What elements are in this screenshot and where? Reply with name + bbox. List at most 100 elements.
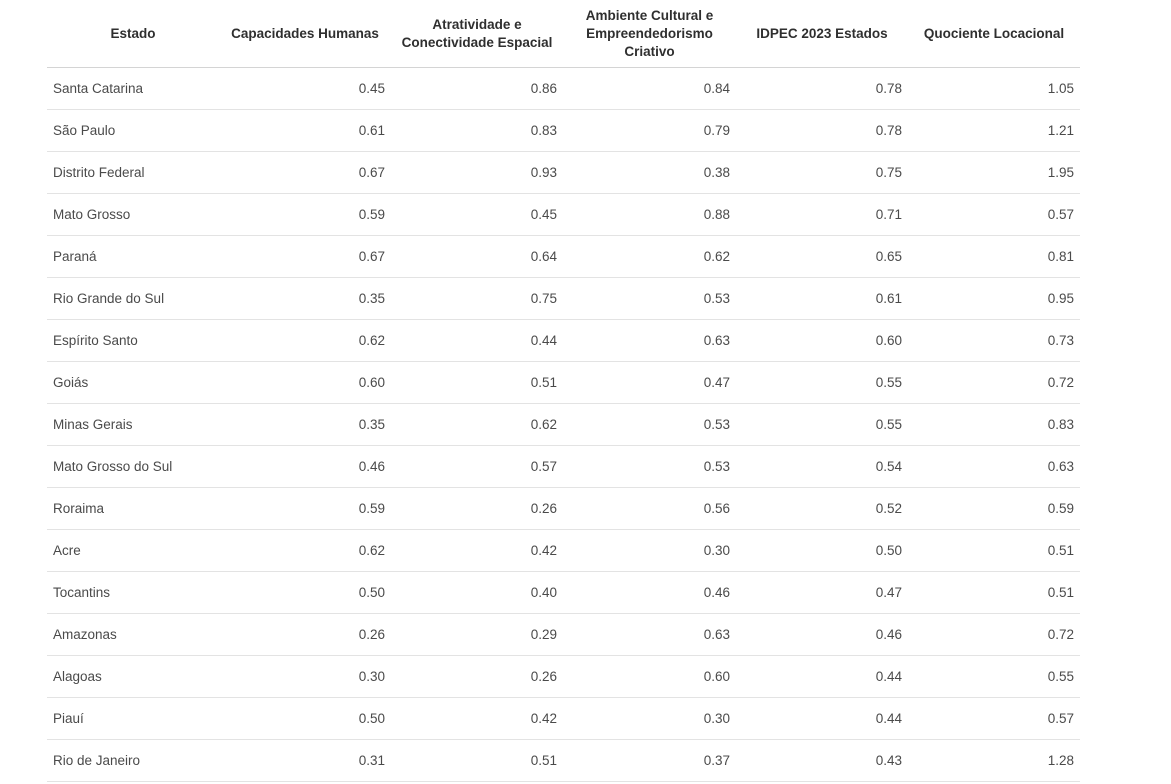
table-row: Mato Grosso do Sul 0.46 0.57 0.53 0.54 0.63 <box>47 445 1080 488</box>
cell-idpec-2023: 0.55 <box>736 403 908 446</box>
cell-estado: Rio Grande do Sul <box>47 277 219 320</box>
cell-ambiente-cultural: 0.53 <box>563 445 736 488</box>
cell-estado: Espírito Santo <box>47 319 219 362</box>
cell-capacidades-humanas: 0.50 <box>219 571 391 614</box>
cell-capacidades-humanas: 0.35 <box>219 403 391 446</box>
cell-estado: Santa Catarina <box>47 67 219 110</box>
cell-atratividade: 0.26 <box>391 487 563 530</box>
cell-atratividade: 0.42 <box>391 697 563 740</box>
cell-estado: Piauí <box>47 697 219 740</box>
column-header-estado[interactable]: Estado <box>47 0 219 68</box>
cell-quociente-locacional: 0.81 <box>908 235 1080 278</box>
cell-ambiente-cultural: 0.56 <box>563 487 736 530</box>
cell-idpec-2023: 0.71 <box>736 193 908 236</box>
cell-ambiente-cultural: 0.30 <box>563 529 736 572</box>
cell-quociente-locacional: 0.72 <box>908 361 1080 404</box>
cell-ambiente-cultural: 0.53 <box>563 403 736 446</box>
cell-ambiente-cultural: 0.53 <box>563 277 736 320</box>
cell-capacidades-humanas: 0.35 <box>219 277 391 320</box>
column-header-ambiente-cultural[interactable]: Ambiente Cultural e Empreendedorismo Cri… <box>563 0 736 68</box>
cell-capacidades-humanas: 0.59 <box>219 193 391 236</box>
column-header-capacidades-humanas[interactable]: Capacidades Humanas <box>219 0 391 68</box>
table-row: Distrito Federal 0.67 0.93 0.38 0.75 1.95 <box>47 151 1080 194</box>
cell-idpec-2023: 0.54 <box>736 445 908 488</box>
cell-quociente-locacional: 1.28 <box>908 739 1080 782</box>
cell-capacidades-humanas: 0.67 <box>219 235 391 278</box>
cell-quociente-locacional: 1.05 <box>908 67 1080 110</box>
cell-quociente-locacional: 0.57 <box>908 697 1080 740</box>
cell-ambiente-cultural: 0.63 <box>563 613 736 656</box>
cell-quociente-locacional: 0.51 <box>908 529 1080 572</box>
cell-quociente-locacional: 0.95 <box>908 277 1080 320</box>
table-row: Amazonas 0.26 0.29 0.63 0.46 0.72 <box>47 613 1080 656</box>
cell-idpec-2023: 0.50 <box>736 529 908 572</box>
cell-capacidades-humanas: 0.67 <box>219 151 391 194</box>
cell-idpec-2023: 0.65 <box>736 235 908 278</box>
cell-quociente-locacional: 0.73 <box>908 319 1080 362</box>
cell-quociente-locacional: 1.21 <box>908 109 1080 152</box>
table-row: Mato Grosso 0.59 0.45 0.88 0.71 0.57 <box>47 193 1080 236</box>
cell-atratividade: 0.45 <box>391 193 563 236</box>
table-row: Roraima 0.59 0.26 0.56 0.52 0.59 <box>47 487 1080 530</box>
cell-quociente-locacional: 0.55 <box>908 655 1080 698</box>
cell-ambiente-cultural: 0.79 <box>563 109 736 152</box>
column-header-atratividade[interactable]: Atratividade e Conectividade Espacial <box>391 0 563 68</box>
cell-ambiente-cultural: 0.84 <box>563 67 736 110</box>
table-row: Paraná 0.67 0.64 0.62 0.65 0.81 <box>47 235 1080 278</box>
cell-idpec-2023: 0.44 <box>736 655 908 698</box>
cell-idpec-2023: 0.75 <box>736 151 908 194</box>
cell-estado: Rio de Janeiro <box>47 739 219 782</box>
cell-idpec-2023: 0.78 <box>736 67 908 110</box>
header-row: Estado Capacidades Humanas Atratividade … <box>47 0 1080 68</box>
cell-atratividade: 0.40 <box>391 571 563 614</box>
table-row: Alagoas 0.30 0.26 0.60 0.44 0.55 <box>47 655 1080 698</box>
cell-atratividade: 0.51 <box>391 361 563 404</box>
cell-ambiente-cultural: 0.38 <box>563 151 736 194</box>
data-table-container: Estado Capacidades Humanas Atratividade … <box>47 0 1080 782</box>
cell-quociente-locacional: 0.72 <box>908 613 1080 656</box>
cell-ambiente-cultural: 0.60 <box>563 655 736 698</box>
cell-capacidades-humanas: 0.50 <box>219 697 391 740</box>
cell-ambiente-cultural: 0.46 <box>563 571 736 614</box>
table-row: Santa Catarina 0.45 0.86 0.84 0.78 1.05 <box>47 67 1080 110</box>
cell-estado: São Paulo <box>47 109 219 152</box>
table-row: Goiás 0.60 0.51 0.47 0.55 0.72 <box>47 361 1080 404</box>
cell-idpec-2023: 0.78 <box>736 109 908 152</box>
cell-ambiente-cultural: 0.62 <box>563 235 736 278</box>
cell-idpec-2023: 0.44 <box>736 697 908 740</box>
cell-idpec-2023: 0.52 <box>736 487 908 530</box>
table-row: Espírito Santo 0.62 0.44 0.63 0.60 0.73 <box>47 319 1080 362</box>
cell-capacidades-humanas: 0.31 <box>219 739 391 782</box>
cell-atratividade: 0.64 <box>391 235 563 278</box>
cell-idpec-2023: 0.61 <box>736 277 908 320</box>
cell-quociente-locacional: 0.63 <box>908 445 1080 488</box>
cell-ambiente-cultural: 0.63 <box>563 319 736 362</box>
cell-idpec-2023: 0.43 <box>736 739 908 782</box>
cell-atratividade: 0.44 <box>391 319 563 362</box>
column-header-idpec-2023[interactable]: IDPEC 2023 Estados <box>736 0 908 68</box>
cell-quociente-locacional: 0.51 <box>908 571 1080 614</box>
cell-atratividade: 0.93 <box>391 151 563 194</box>
cell-capacidades-humanas: 0.62 <box>219 319 391 362</box>
cell-estado: Distrito Federal <box>47 151 219 194</box>
cell-estado: Mato Grosso <box>47 193 219 236</box>
cell-atratividade: 0.86 <box>391 67 563 110</box>
cell-atratividade: 0.62 <box>391 403 563 446</box>
table-row: São Paulo 0.61 0.83 0.79 0.78 1.21 <box>47 109 1080 152</box>
cell-ambiente-cultural: 0.37 <box>563 739 736 782</box>
column-header-quociente-locacional[interactable]: Quociente Locacional <box>908 0 1080 68</box>
cell-estado: Goiás <box>47 361 219 404</box>
table-body: Santa Catarina 0.45 0.86 0.84 0.78 1.05 São Pa… <box>47 67 1080 782</box>
cell-ambiente-cultural: 0.88 <box>563 193 736 236</box>
cell-atratividade: 0.51 <box>391 739 563 782</box>
cell-capacidades-humanas: 0.30 <box>219 655 391 698</box>
cell-estado: Minas Gerais <box>47 403 219 446</box>
table-row: Rio Grande do Sul 0.35 0.75 0.53 0.61 0.95 <box>47 277 1080 320</box>
cell-idpec-2023: 0.47 <box>736 571 908 614</box>
cell-estado: Tocantins <box>47 571 219 614</box>
cell-estado: Paraná <box>47 235 219 278</box>
cell-estado: Mato Grosso do Sul <box>47 445 219 488</box>
cell-quociente-locacional: 0.57 <box>908 193 1080 236</box>
cell-idpec-2023: 0.60 <box>736 319 908 362</box>
cell-capacidades-humanas: 0.26 <box>219 613 391 656</box>
